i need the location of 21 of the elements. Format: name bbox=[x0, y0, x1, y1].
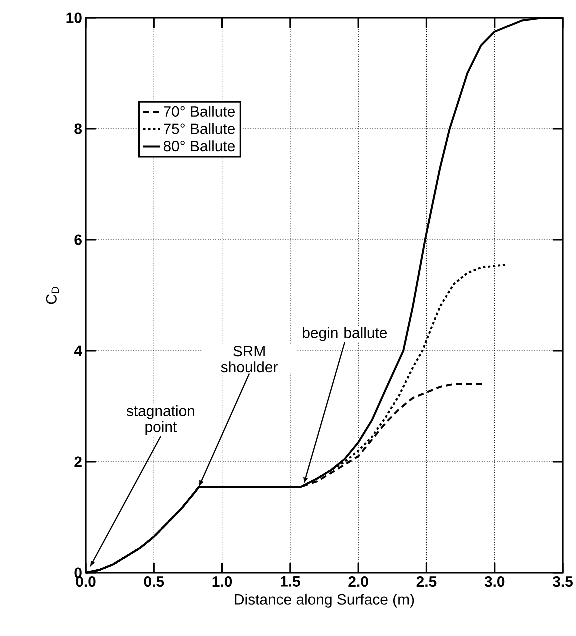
x-tick-label: 3.0 bbox=[484, 576, 505, 588]
y-tick-label: 2 bbox=[74, 456, 82, 468]
y-tick-label: 8 bbox=[74, 124, 82, 134]
y-axis-title: C$_{D}$ bbox=[46, 287, 60, 304]
x-tick-label: 3.5 bbox=[552, 576, 573, 588]
legend-label: 75° Ballute bbox=[164, 123, 235, 134]
annotation: SRM shoulder bbox=[221, 346, 278, 373]
legend-label: 70° Ballute bbox=[164, 106, 235, 117]
y-tick-label: 6 bbox=[74, 234, 82, 246]
annotation: stagnation point bbox=[126, 405, 194, 436]
x-tick-label: 0.0 bbox=[76, 576, 96, 588]
x-tick-label: 2.0 bbox=[348, 576, 368, 588]
x-tick-label: 0.5 bbox=[144, 576, 164, 588]
x-axis-title: Distance along Surface (m) bbox=[235, 594, 414, 608]
x-tick-label: 1.5 bbox=[280, 576, 300, 587]
x-tick-label: 1.0 bbox=[212, 576, 232, 588]
legend-label: 80° Ballute bbox=[164, 140, 235, 152]
annotation: begin ballute bbox=[303, 327, 388, 342]
y-tick-label: 4 bbox=[74, 346, 82, 356]
y-tick-label: 10 bbox=[66, 12, 82, 24]
x-tick-label: 2.5 bbox=[416, 576, 437, 588]
